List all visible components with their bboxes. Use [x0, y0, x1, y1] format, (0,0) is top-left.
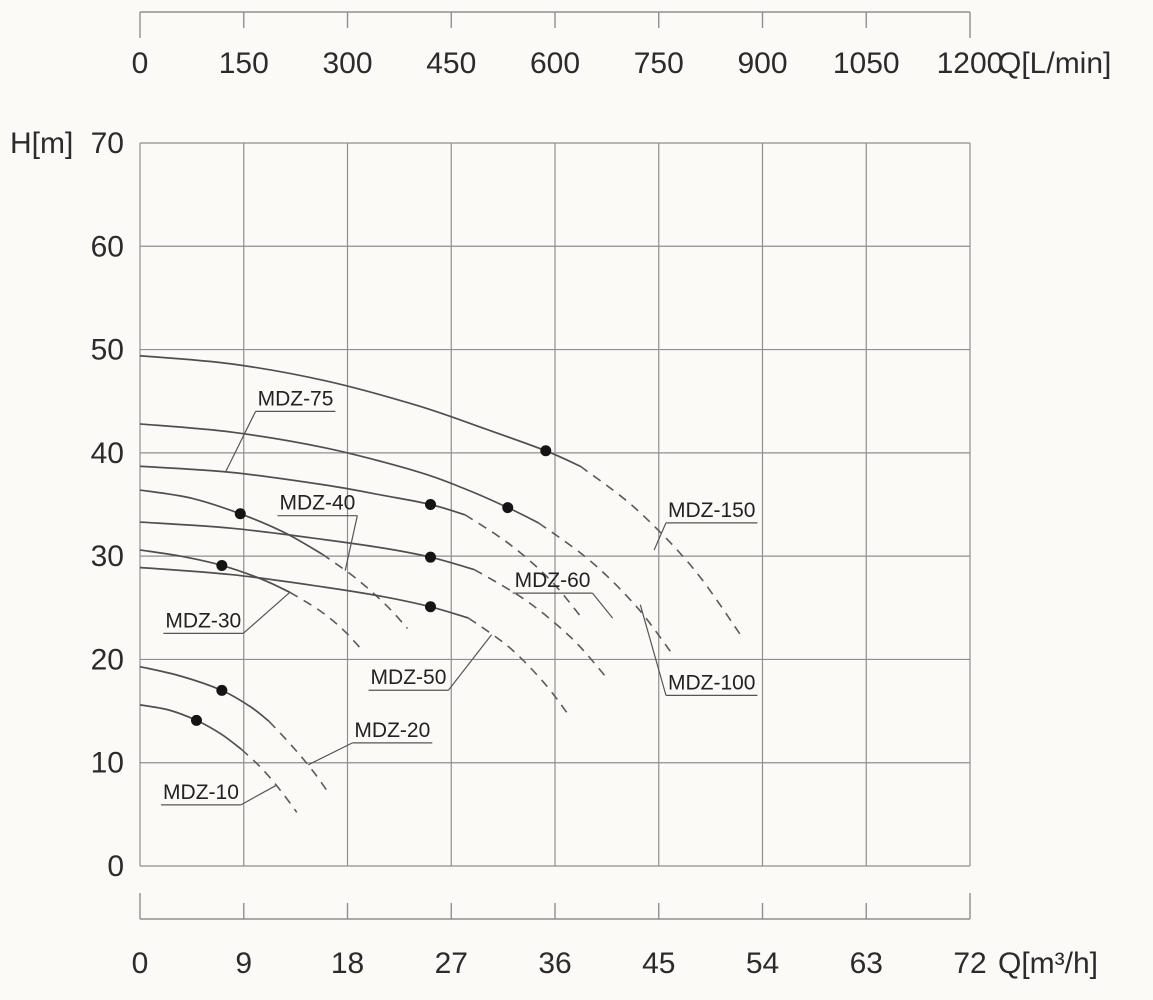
curve-MDZ-30: [139, 549, 362, 650]
curve-label-leader-line: [344, 515, 358, 571]
curve-MDZ-50: [139, 566, 570, 716]
duty-point-dot: [216, 559, 228, 571]
top-axis-tick-label: 300: [322, 47, 372, 80]
top-axis-ruler: [139, 11, 971, 38]
top-axis-tick-label: 0: [132, 47, 149, 80]
curve-dashed-segment: [464, 514, 582, 617]
y-axis-tick-label: 60: [91, 230, 124, 263]
curve-MDZ-10: [139, 704, 298, 813]
duty-point-dot: [425, 499, 436, 510]
y-axis-tick-label: 40: [91, 437, 124, 470]
curve-label-leader-line: [447, 634, 493, 691]
curve-MDZ-20: [139, 665, 330, 795]
bottom-axis-unit-label: Q[m³/h]: [998, 947, 1098, 980]
curve-label-leader-line: [242, 591, 291, 634]
curve-label-MDZ-150: MDZ-150: [653, 499, 758, 551]
curve-label-text: MDZ-40: [279, 492, 355, 515]
curve-dashed-segment: [240, 748, 298, 813]
y-axis-unit-label: H[m]: [10, 127, 73, 160]
curve-dashed-segment: [579, 465, 743, 638]
curve-label-text: MDZ-20: [354, 719, 430, 742]
bottom-axis-tick-label: 9: [235, 947, 252, 980]
curve-label-text: MDZ-150: [668, 499, 756, 522]
curve-dashed-segment: [268, 720, 330, 795]
curve-label-text: MDZ-10: [163, 781, 239, 804]
curve-label-text: MDZ-100: [668, 671, 756, 694]
bottom-axis-tick-label: 54: [746, 947, 779, 980]
bottom-axis-tick-label: 0: [132, 947, 149, 980]
top-axis-tick-label: 600: [530, 47, 580, 80]
curve-dashed-segment: [321, 553, 408, 629]
curve-dashed-segment: [468, 617, 570, 716]
bottom-axis-tick-label: 63: [850, 947, 883, 980]
curve-label-text: MDZ-60: [515, 569, 591, 592]
curve-label-MDZ-50: MDZ-50: [368, 634, 493, 691]
y-axis-tick-label: 10: [91, 747, 124, 780]
curve-MDZ-40: [139, 489, 408, 629]
duty-point-dot: [190, 714, 202, 726]
bottom-axis-ruler: [139, 893, 971, 920]
curve-label-leader-line: [224, 411, 257, 473]
curve-label-MDZ-20: MDZ-20: [308, 719, 433, 766]
y-axis-tick-label: 30: [91, 540, 124, 573]
curve-MDZ-75: [139, 465, 582, 617]
y-axis-tick-label: 70: [91, 127, 124, 160]
bottom-axis-tick-label: 36: [538, 947, 571, 980]
top-axis-tick-label: 750: [634, 47, 684, 80]
curve-label-leader-line: [639, 604, 667, 696]
duty-point-dot: [425, 601, 436, 613]
curve-dashed-segment: [289, 591, 362, 650]
bottom-axis-tick-label: 18: [331, 947, 364, 980]
duty-point-dot: [425, 551, 436, 563]
y-axis-tick-label: 20: [91, 643, 124, 676]
top-axis-tick-label: 150: [219, 47, 269, 80]
curve-label-leader-line: [592, 592, 614, 619]
y-axis-tick-label: 0: [107, 850, 124, 883]
bottom-axis-tick-label: 45: [642, 947, 675, 980]
curve-label-MDZ-40: MDZ-40: [277, 492, 358, 571]
curve-MDZ-100: [139, 423, 671, 652]
curve-label-text: MDZ-50: [371, 666, 447, 689]
curve-label-leader-line: [240, 784, 277, 806]
curve-label-MDZ-100: MDZ-100: [639, 604, 758, 696]
duty-point-dot: [540, 445, 552, 457]
bottom-axis-tick-label: 72: [953, 947, 986, 980]
top-axis-tick-label: 450: [426, 47, 476, 80]
curve-MDZ-150: [139, 354, 743, 638]
curve-label-leader-line: [653, 522, 667, 551]
curve-label-MDZ-30: MDZ-30: [163, 591, 291, 635]
curve-label-MDZ-75: MDZ-75: [224, 387, 336, 473]
grid: [139, 142, 971, 867]
bottom-axis-tick-label: 27: [435, 947, 468, 980]
y-axis-tick-label: 50: [91, 334, 124, 367]
duty-point-dot: [216, 684, 228, 696]
curve-label-leader-line: [308, 742, 353, 766]
top-axis-tick-label: 1200: [937, 47, 1004, 80]
curve-dashed-segment: [473, 568, 608, 679]
curve-label-MDZ-10: MDZ-10: [161, 781, 277, 806]
duty-point-dot: [502, 502, 514, 514]
top-axis-tick-label: 1050: [833, 47, 900, 80]
top-axis-tick-label: 900: [737, 47, 787, 80]
duty-point-dot: [234, 508, 246, 520]
curve-label-text: MDZ-30: [165, 609, 241, 632]
top-axis-unit-label: Q[L/min]: [998, 47, 1111, 80]
curve-MDZ-60: [139, 521, 608, 679]
curve-label-MDZ-60: MDZ-60: [512, 569, 614, 619]
curve-label-text: MDZ-75: [258, 387, 334, 410]
